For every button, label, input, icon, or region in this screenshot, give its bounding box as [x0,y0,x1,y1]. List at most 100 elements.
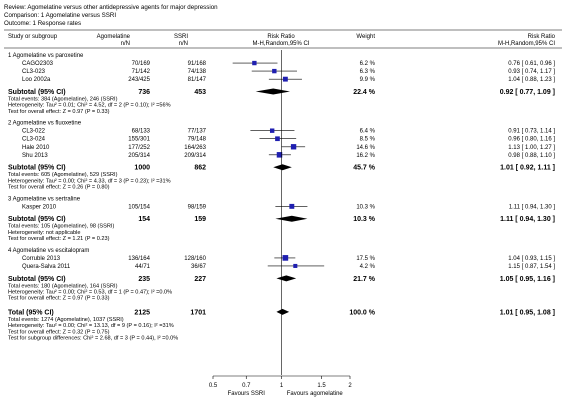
subgroup-title: 3 Agomelatine vs sertraline [8,196,81,202]
study-ci: 1.13 [ 1.00, 1.27 ] [508,145,555,151]
subtotal-label: Subtotal (95% CI) [8,216,66,223]
favours-left-label: Favours SSRI [228,391,266,397]
subtotal-weight: 21.7 % [353,276,376,283]
subgroup-note: Test for overall effect: Z = 0.97 (P = 0… [8,109,110,115]
col-exp-n: n/N [121,41,130,47]
study-ci: 1.15 [ 0.87, 1.54 ] [508,264,555,270]
subgroup-note: Total events: 105 (Agomelatine), 98 (SSR… [8,224,114,230]
review-header: Review: Agomelatine versus other antidep… [4,4,218,27]
total-ci: 1.01 [ 0.95, 1.08 ] [500,309,555,316]
study-weight: 14.6 % [356,145,375,151]
comparison-title: Comparison: 1 Agomelatine versus SSRI [4,12,116,19]
subtotal-weight: 22.4 % [353,89,376,96]
study-weight: 10.3 % [356,204,375,210]
subtotal-ctl: 159 [194,216,206,223]
study-exp: 136/164 [128,256,150,262]
study-name: CAGO2303 [22,61,54,67]
x-axis: 0.5 0.7 1 1.5 2 Favours SSRI Favours agomelati… [209,50,352,397]
study-exp: 105/154 [128,204,150,210]
tick-label: 0.7 [242,383,251,389]
col-rr2: Risk Ratio [528,34,556,40]
study-exp: 44/71 [135,264,151,270]
favours-right-label: Favours agomelatine [287,391,344,397]
study-point [293,263,298,268]
study-name: Quera-Salva 2011 [22,264,71,270]
subgroup-note: Total events: 605 (Agomelatine), 529 (SS… [8,172,118,178]
total-ctl: 1701 [190,309,206,316]
subtotal-ci: 1.11 [ 0.94, 1.30 ] [500,216,555,223]
outcome-title: Outcome: 1 Response rates [4,20,81,27]
study-weight: 6.4 % [360,129,376,135]
subgroup-title: 4 Agomelatine vs escitalopram [8,248,89,254]
study-ci: 1.04 [ 0.93, 1.15 ] [508,256,555,262]
col-rr: Risk Ratio [267,34,295,40]
total-diamond [276,308,290,315]
tick-label: 1.5 [317,383,326,389]
subgroup-note: Heterogeneity: Tau² = 0.01; Chi² = 4.52,… [8,103,171,109]
subtotal-label: Subtotal (95% CI) [8,165,66,172]
study-point [289,203,295,209]
study-ctl: 209/314 [184,153,206,159]
subtotal-exp: 736 [138,89,150,96]
study-weight: 8.5 % [360,137,376,143]
study-point [290,144,297,150]
col-exp: Agomelatine [97,34,131,40]
forest-rows: 1 Agomelatine vs paroxetine CAGO2303 70/16… [8,53,555,342]
subtotal-diamond [276,275,297,282]
study-point [252,60,257,66]
study-name: Kasper 2010 [22,204,57,210]
subtotal-exp: 1000 [134,165,150,172]
study-exp: 155/301 [128,137,150,143]
study-name: Hale 2010 [22,145,50,151]
subgroup-title: 2 Agomelatine vs fluoxetine [8,121,82,127]
subtotal-diamond [255,88,291,95]
subtotal-ctl: 227 [194,276,206,283]
subtotal-weight: 45.7 % [353,165,376,172]
study-ci: 0.91 [ 0.73, 1.14 ] [508,129,555,135]
col-study: Study or subgroup [8,34,58,40]
subgroup-note: Heterogeneity: Tau² = 0.00; Chi² = 4.33,… [8,178,171,184]
study-name: Corruble 2013 [22,256,61,262]
study-ci: 0.76 [ 0.61, 0.96 ] [508,61,555,67]
study-name: CL3-023 [22,69,46,75]
study-weight: 6.2 % [360,61,376,67]
total-weight: 100.0 % [349,309,375,316]
study-ctl: 77/137 [188,129,207,135]
study-ctl: 98/159 [188,204,207,210]
total-note: Test for overall effect: Z = 0.32 (P = 0… [8,329,110,335]
subtotal-label: Subtotal (95% CI) [8,89,66,96]
col-ctl: SSRI [174,34,188,40]
study-ctl: 81/147 [188,77,207,83]
subgroup-note: Heterogeneity: Tau² = 0.00; Chi² = 0.53,… [8,290,172,296]
study-weight: 17.5 % [356,256,375,262]
total-exp: 2125 [134,309,150,316]
subgroup-title: 1 Agomelatine vs paroxetine [8,53,84,59]
column-headers: Study or subgroup Agomelatine n/N SSRI n… [8,34,556,47]
study-ctl: 74/138 [188,69,207,75]
subtotal-exp: 154 [138,216,150,223]
subtotal-diamond [273,164,292,171]
col-ctl-n: n/N [179,41,188,47]
study-point [276,152,283,158]
study-point [282,255,289,261]
tick-label: 2 [348,383,352,389]
study-exp: 71/142 [132,69,151,75]
tick-label: 0.5 [209,383,218,389]
study-point [272,68,277,74]
study-exp: 177/252 [128,145,150,151]
subtotal-weight: 10.3 % [353,216,376,223]
study-exp: 205/314 [128,153,150,159]
total-note: Total events: 1274 (Agomelatine), 1037 (… [8,317,124,323]
study-ctl: 79/148 [188,137,207,143]
subgroup-note: Test for overall effect: Z = 1.21 (P = 0… [8,236,110,242]
subgroup-note: Total events: 180 (Agomelatine), 164 (SS… [8,283,118,289]
study-name: CL3-022 [22,129,46,135]
study-name: CL3-024 [22,137,46,143]
total-note: Test for subgroup differences: Chi² = 2.… [8,336,178,342]
study-ci: 1.11 [ 0.94, 1.30 ] [509,204,556,210]
study-ctl: 36/67 [191,264,207,270]
total-label: Total (95% CI) [8,309,54,316]
study-ci: 0.93 [ 0.74, 1.17 ] [508,69,555,75]
study-weight: 16.2 % [356,153,375,159]
